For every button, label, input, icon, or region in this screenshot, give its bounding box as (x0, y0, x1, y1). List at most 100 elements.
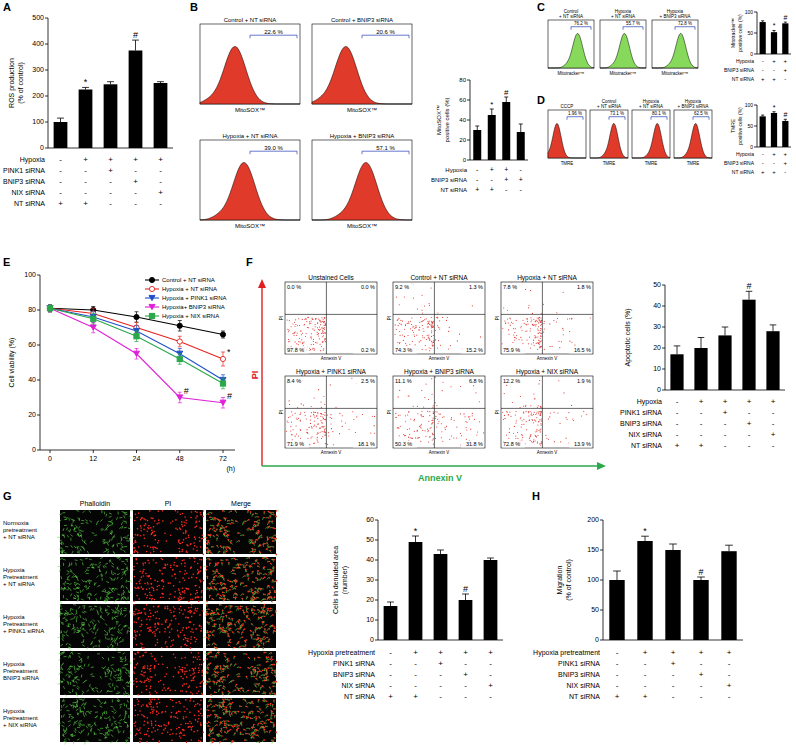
event-dot (509, 317, 510, 318)
nucleus (213, 519, 215, 521)
y-tick-label: 60 (459, 97, 466, 103)
condition-label: NIX siRNA (629, 431, 663, 438)
event-dot (330, 423, 331, 424)
bar (488, 115, 496, 160)
error-bar (82, 87, 89, 89)
event-dot (431, 332, 432, 333)
event-dot (504, 320, 505, 321)
event-dot (289, 341, 290, 342)
condition-sign: + (504, 176, 508, 183)
event-dot (506, 434, 507, 435)
event-dot (317, 440, 318, 441)
event-dot (422, 295, 423, 296)
event-dot (509, 411, 510, 412)
event-dot (534, 412, 535, 413)
quadrant-percent: 8.4 % (287, 378, 301, 384)
condition-sign: - (491, 176, 494, 183)
event-dot (427, 326, 428, 327)
bar (760, 22, 766, 54)
micrograph (203, 510, 279, 557)
event-dot (525, 289, 526, 290)
event-dot (313, 411, 314, 412)
condition-sign: - (724, 430, 727, 439)
event-dot (356, 416, 357, 417)
condition-sign: - (772, 408, 775, 417)
event-dot (400, 335, 401, 336)
error-bar (746, 291, 753, 299)
event-dot (431, 336, 432, 337)
event-dot (422, 325, 423, 326)
event-dot (302, 333, 303, 334)
event-dot (398, 325, 399, 326)
condition-label: Hypoxia (445, 167, 467, 173)
event-dot (563, 392, 564, 393)
event-dot (435, 418, 436, 419)
dot-plot-frame (501, 376, 593, 448)
nucleus (202, 535, 204, 537)
event-dot (416, 327, 417, 328)
event-dot (533, 340, 534, 341)
event-dot (460, 413, 461, 414)
event-dot (533, 394, 534, 395)
dot-plot: Hypoxia + NIX siRNA12.2 %1.9 %72.8 %13.9… (495, 368, 593, 455)
event-dot (416, 335, 417, 336)
nucleus (140, 519, 142, 521)
event-dot (311, 344, 312, 345)
event-dot (435, 330, 436, 331)
condition-sign: - (109, 177, 112, 186)
quadrant-percent: 0.0 % (287, 284, 301, 290)
event-dot (435, 411, 436, 412)
event-dot (465, 421, 466, 422)
event-dot (407, 429, 408, 430)
event-dot (342, 415, 343, 416)
event-dot (429, 437, 430, 438)
event-dot (314, 330, 315, 331)
event-dot (323, 348, 324, 349)
nucleus (178, 541, 180, 543)
condition-sign: + (133, 155, 138, 164)
event-dot (421, 428, 422, 429)
event-dot (305, 319, 306, 320)
nucleus (135, 534, 137, 536)
event-dot (417, 406, 418, 407)
nucleus (133, 551, 135, 553)
event-dot (514, 337, 515, 338)
flow-histogram: Hypoxia+ BNIP3 siRNA62.5 %TMRE (674, 99, 712, 166)
nucleus (261, 537, 263, 539)
y-tick-label: 0 (657, 386, 661, 393)
event-dot (293, 335, 294, 336)
event-dot (408, 437, 409, 438)
event-dot (298, 318, 299, 319)
nucleus (162, 510, 164, 512)
marker (149, 286, 154, 291)
event-dot (309, 323, 310, 324)
condition-sign: + (772, 76, 776, 82)
event-dot (349, 429, 350, 430)
event-dot (312, 318, 313, 319)
quadrant-percent: 72.8 % (503, 441, 520, 447)
event-dot (479, 421, 480, 422)
event-dot (448, 331, 449, 332)
nucleus (219, 530, 221, 532)
event-dot (557, 318, 558, 319)
event-dot (571, 342, 572, 343)
nucleus (154, 520, 156, 522)
dot-plot-frame (393, 376, 485, 448)
event-dot (419, 329, 420, 330)
event-dot (508, 323, 509, 324)
error-bar (772, 112, 775, 113)
event-dot (520, 327, 521, 328)
histogram-title: Control+ NT siRNA (559, 9, 583, 19)
row-label: Normoxia (3, 520, 29, 526)
event-dot (310, 349, 311, 350)
nucleus (201, 528, 203, 530)
event-dot (527, 324, 528, 325)
event-dot (315, 324, 316, 325)
condition-sign: + (747, 397, 752, 406)
event-dot (535, 325, 536, 326)
flow-histogram: CCCP1.96 %TMRE (548, 104, 586, 166)
nucleus (135, 550, 137, 552)
significance: # (783, 14, 787, 21)
dot-plot-frame (285, 376, 377, 448)
event-dot (539, 332, 540, 333)
